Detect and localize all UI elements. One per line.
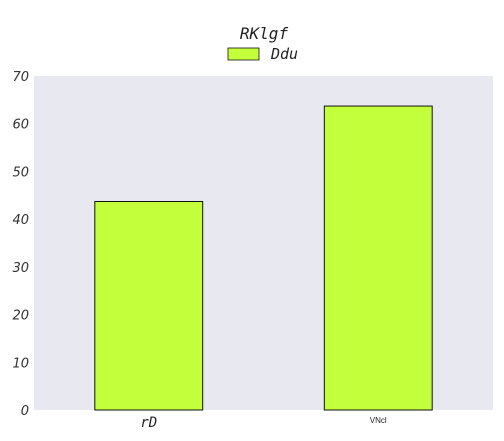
legend-swatch (227, 47, 260, 61)
y-tick-label: 40 (12, 213, 29, 228)
y-tick-label: 0 (21, 404, 29, 419)
x-tick-label: VNcl (370, 416, 387, 425)
y-tick-label: 20 (12, 309, 29, 324)
legend: Ddu (227, 45, 298, 63)
y-tick-label: 50 (12, 165, 29, 180)
bar-rD (94, 200, 204, 411)
y-axis: 0 10 20 30 40 50 60 70 (12, 70, 29, 419)
y-tick-label: 60 (12, 118, 29, 133)
bar-VNcl (323, 105, 433, 411)
x-tick-label: rD (140, 415, 157, 431)
chart-title: RKlgf (240, 24, 289, 43)
y-tick-label: 70 (12, 70, 29, 85)
legend-label: Ddu (270, 45, 298, 63)
y-tick-label: 30 (12, 261, 29, 276)
y-tick-label: 10 (12, 356, 29, 371)
bars (94, 105, 433, 411)
x-axis: rD VNcl (140, 415, 387, 431)
